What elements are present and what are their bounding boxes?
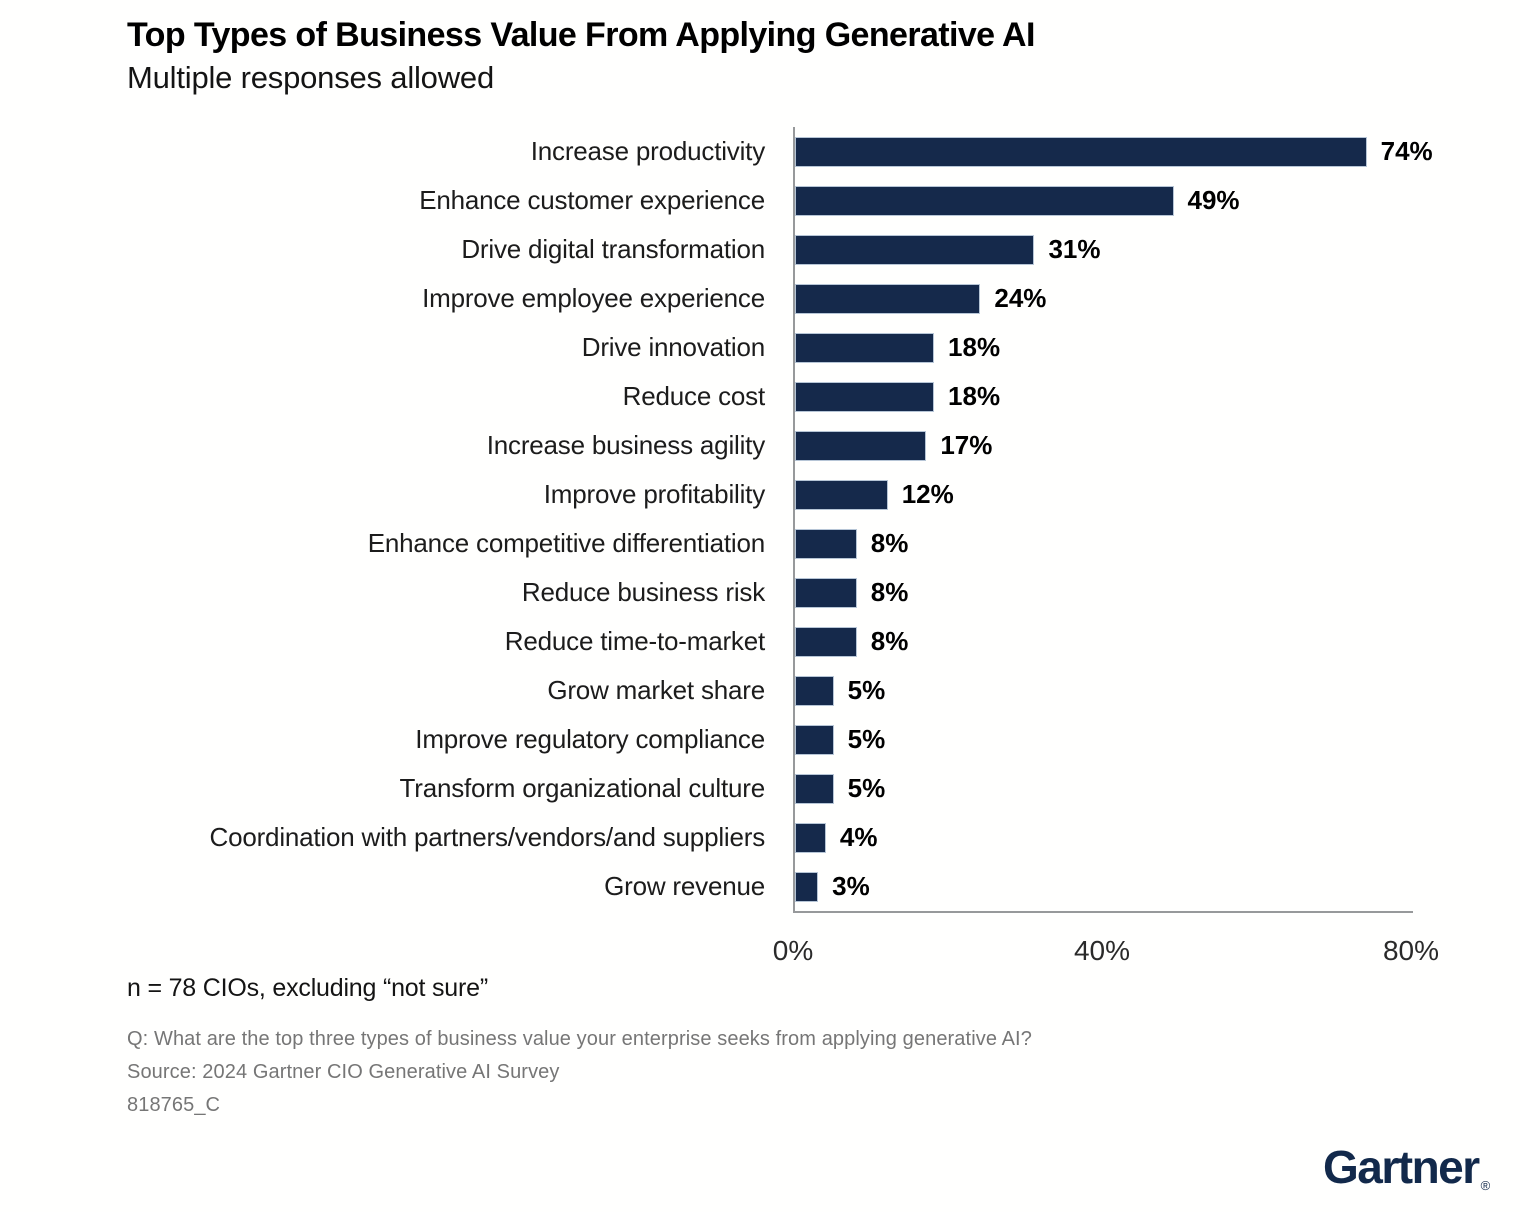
bar xyxy=(795,528,857,559)
chart-rows: Increase productivity 74% Enhance customer… xyxy=(130,127,1520,911)
category-label: Enhance customer experience xyxy=(419,185,765,215)
bar-track: 4% xyxy=(793,813,1520,862)
category-label: Enhance competitive differentiation xyxy=(367,528,765,558)
bar-track: 18% xyxy=(793,323,1520,372)
category-label: Increase business agility xyxy=(486,430,765,460)
bar-row: Enhance competitive differentiation 8% xyxy=(130,519,1520,568)
x-axis-tick: 40% xyxy=(1073,935,1131,966)
value-label: 74% xyxy=(1380,136,1433,166)
value-label: 31% xyxy=(1048,234,1101,264)
x-axis-line xyxy=(793,911,1413,913)
bar xyxy=(795,479,888,510)
value-label: 18% xyxy=(948,332,1001,362)
value-label: 8% xyxy=(870,626,909,656)
bar-row: Increase business agility 17% xyxy=(130,421,1520,470)
bar xyxy=(795,283,981,314)
document-id: 818765_C xyxy=(127,1094,221,1116)
value-label: 5% xyxy=(847,773,886,803)
bar-row: Grow revenue 3% xyxy=(130,862,1520,911)
gartner-logo: Gartner ® xyxy=(1323,1140,1491,1194)
value-label: 18% xyxy=(948,381,1001,411)
registered-trademark-icon: ® xyxy=(1480,1178,1491,1193)
x-axis: 0% 40% 80% xyxy=(773,913,1520,985)
x-axis-tick: 0% xyxy=(772,935,814,966)
bar-row: Increase productivity 74% xyxy=(130,127,1520,176)
bar xyxy=(795,871,819,902)
bar xyxy=(795,136,1367,167)
bar-row: Enhance customer experience 49% xyxy=(130,176,1520,225)
gartner-logo-text: Gartner xyxy=(1323,1141,1480,1193)
category-label: Reduce cost xyxy=(622,381,766,411)
value-label: 49% xyxy=(1187,185,1240,215)
category-label: Drive innovation xyxy=(581,332,765,362)
bar-row: Improve profitability 12% xyxy=(130,470,1520,519)
bar-track: 24% xyxy=(793,274,1520,323)
bar xyxy=(795,577,857,608)
bar-row: Reduce business risk 8% xyxy=(130,568,1520,617)
bar-track: 5% xyxy=(793,715,1520,764)
category-label: Grow market share xyxy=(547,675,765,705)
bar-chart: Increase productivity 74% Enhance customer… xyxy=(130,127,1520,985)
value-label: 4% xyxy=(839,822,878,852)
bar xyxy=(795,675,834,706)
category-label: Drive digital transformation xyxy=(461,234,765,264)
value-label: 12% xyxy=(901,479,954,509)
category-label: Increase productivity xyxy=(530,136,765,166)
value-label: 8% xyxy=(870,577,909,607)
bar-track: 8% xyxy=(793,519,1520,568)
category-label: Grow revenue xyxy=(604,871,765,901)
bar xyxy=(795,773,834,804)
bar-track: 5% xyxy=(793,764,1520,813)
bar xyxy=(795,822,826,853)
bar xyxy=(795,430,927,461)
value-label: 5% xyxy=(847,724,886,754)
category-label: Improve employee experience xyxy=(422,283,765,313)
bar-row: Drive innovation 18% xyxy=(130,323,1520,372)
category-label: Transform organizational culture xyxy=(399,773,766,803)
bar-row: Grow market share 5% xyxy=(130,666,1520,715)
bar xyxy=(795,724,834,755)
x-axis-tick: 80% xyxy=(1382,935,1440,966)
survey-question: Q: What are the top three types of busin… xyxy=(127,1028,1032,1050)
bar-row: Reduce cost 18% xyxy=(130,372,1520,421)
category-label: Improve regulatory compliance xyxy=(415,724,765,754)
category-label: Reduce time-to-market xyxy=(504,626,765,656)
value-label: 17% xyxy=(940,430,993,460)
bar-row: Transform organizational culture 5% xyxy=(130,764,1520,813)
bar-row: Improve regulatory compliance 5% xyxy=(130,715,1520,764)
bar xyxy=(795,381,935,412)
bar xyxy=(795,185,1174,216)
value-label: 5% xyxy=(847,675,886,705)
bar-track: 17% xyxy=(793,421,1520,470)
value-label: 8% xyxy=(870,528,909,558)
page-subtitle: Multiple responses allowed xyxy=(127,60,494,95)
category-label: Coordination with partners/vendors/and s… xyxy=(209,822,766,852)
bar-track: 49% xyxy=(793,176,1520,225)
bar-row: Improve employee experience 24% xyxy=(130,274,1520,323)
category-label: Improve profitability xyxy=(543,479,765,509)
bar-track: 8% xyxy=(793,617,1520,666)
bar-row: Coordination with partners/vendors/and s… xyxy=(130,813,1520,862)
bar-track: 12% xyxy=(793,470,1520,519)
bar-track: 3% xyxy=(793,862,1520,911)
value-label: 24% xyxy=(994,283,1047,313)
bar-track: 8% xyxy=(793,568,1520,617)
bar xyxy=(795,626,857,657)
value-label: 3% xyxy=(832,871,870,901)
bar-track: 5% xyxy=(793,666,1520,715)
bar xyxy=(795,234,1035,265)
bar-track: 74% xyxy=(793,127,1520,176)
bar-row: Drive digital transformation 31% xyxy=(130,225,1520,274)
bar xyxy=(795,332,935,363)
page-title: Top Types of Business Value From Applyin… xyxy=(127,16,1035,54)
source-line: Source: 2024 Gartner CIO Generative AI S… xyxy=(127,1061,560,1083)
sample-note: n = 78 CIOs, excluding “not sure” xyxy=(127,974,488,1002)
bar-track: 18% xyxy=(793,372,1520,421)
bar-track: 31% xyxy=(793,225,1520,274)
category-label: Reduce business risk xyxy=(521,577,765,607)
bar-row: Reduce time-to-market 8% xyxy=(130,617,1520,666)
